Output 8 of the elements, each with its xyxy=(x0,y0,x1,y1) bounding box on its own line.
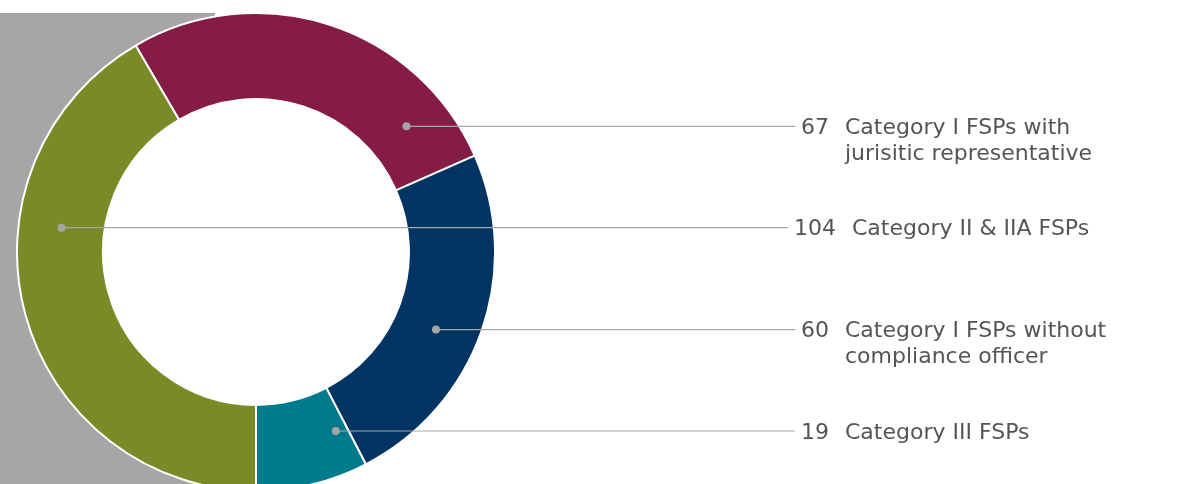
slice-label: Category I FSPs with jurisitic representative xyxy=(844,114,1093,166)
slice-label: Category I FSPs without compliance officer xyxy=(845,317,1107,369)
data-label: 104 xyxy=(794,215,836,241)
slice-label: Category III FSPs xyxy=(845,418,1030,444)
data-label: 60 xyxy=(801,317,829,343)
slice-label: Category II & IIA FSPs xyxy=(852,215,1090,241)
data-label: 67 xyxy=(801,114,829,140)
data-label: 19 xyxy=(801,418,829,444)
